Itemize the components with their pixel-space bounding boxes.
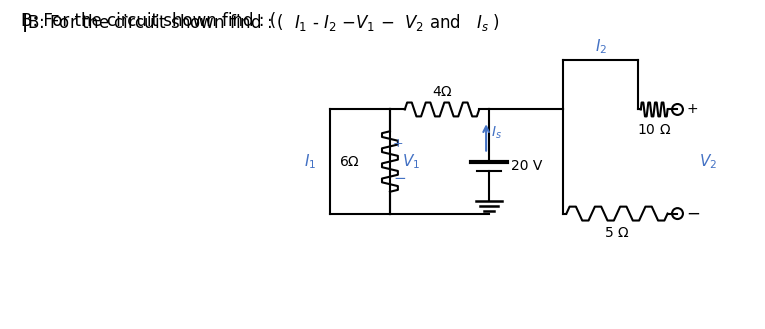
Text: $V_1$: $V_1$ [402, 152, 420, 171]
Text: 20 V: 20 V [511, 160, 542, 173]
Text: −: − [393, 171, 405, 186]
Text: +: + [393, 137, 403, 150]
Text: 6$\Omega$: 6$\Omega$ [339, 155, 360, 168]
Text: 4$\Omega$: 4$\Omega$ [431, 85, 452, 99]
Text: $I_1$: $I_1$ [304, 152, 317, 171]
Text: $\mathbf{|}$B: For the circuit shown find : (  $I_1$ - $I_2$ $-V_1$ $-$  $V_2$ a: $\mathbf{|}$B: For the circuit shown fin… [21, 12, 500, 34]
Text: −: − [686, 205, 700, 223]
Text: 10 $\Omega$: 10 $\Omega$ [637, 123, 671, 137]
Text: 5 $\Omega$: 5 $\Omega$ [604, 226, 630, 240]
Text: $I_2$: $I_2$ [594, 37, 607, 56]
Text: $I_s$: $I_s$ [491, 124, 502, 141]
Text: +: + [686, 102, 698, 116]
Text: B: For the circuit shown find : (: B: For the circuit shown find : ( [21, 12, 287, 30]
Text: $V_2$: $V_2$ [699, 152, 718, 171]
